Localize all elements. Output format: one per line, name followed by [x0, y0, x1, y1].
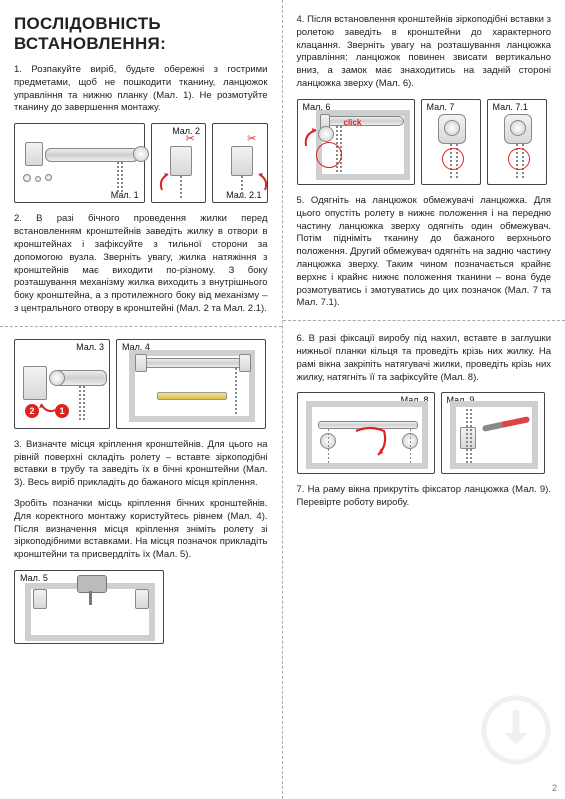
page-title: ПОСЛІДОВНІСТЬ ВСТАНОВЛЕННЯ: — [14, 14, 268, 54]
scissors-icon: ✂ — [247, 132, 256, 145]
figure-2-1: Мал. 2.1 ✂ — [212, 123, 267, 203]
arrow-icon — [33, 390, 61, 418]
figure-7: Мал. 7 — [421, 99, 481, 185]
figure-4: Мал. 4 — [116, 339, 266, 429]
page: ПОСЛІДОВНІСТЬ ВСТАНОВЛЕННЯ: 1. Розпакуйт… — [0, 0, 565, 799]
arrow-icon — [302, 124, 330, 152]
figure-row-2: Мал. 3 2 1 Мал. 4 — [14, 339, 268, 429]
figure-5: Мал. 5 — [14, 570, 164, 644]
page-number: 2 — [552, 783, 557, 793]
step-3b-text: Зробіть позначки місць кріплення бічних … — [14, 498, 268, 562]
figure-7-1: Мал. 7.1 — [487, 99, 547, 185]
figure-row-1: Мал. 1 Мал. 2 ✂ Мал. 2.1 — [14, 123, 268, 203]
arrow-icon — [156, 168, 184, 196]
highlight-circle — [508, 148, 530, 170]
figure-9: Мал. 9 — [441, 392, 545, 474]
step-6-text: 6. В разі фіксації виробу під нахил, вст… — [297, 333, 552, 384]
watermark-icon — [481, 695, 551, 765]
divider-left — [0, 326, 282, 327]
step-4-text: 4. Після встановлення кронштейнів зіркоп… — [297, 14, 552, 91]
arrow-icon — [243, 168, 271, 196]
figure-1: Мал. 1 — [14, 123, 145, 203]
step-2-text: 2. В разі бічного проведення жилки перед… — [14, 213, 268, 316]
arrow-icon — [350, 423, 390, 463]
scissors-icon: ✂ — [186, 132, 195, 145]
click-tag: click — [344, 118, 362, 127]
figure-7-1-label: Мал. 7.1 — [491, 102, 530, 112]
figure-6: Мал. 6 click — [297, 99, 415, 185]
left-column: ПОСЛІДОВНІСТЬ ВСТАНОВЛЕННЯ: 1. Розпакуйт… — [0, 0, 283, 799]
step-1-text: 1. Розпакуйте виріб, будьте обережні з г… — [14, 64, 268, 115]
figure-row-3: Мал. 5 — [14, 570, 268, 644]
figure-1-label: Мал. 1 — [109, 190, 141, 200]
figure-2: Мал. 2 ✂ — [151, 123, 206, 203]
step-3a-text: 3. Визначте місця кріплення кронштейнів.… — [14, 439, 268, 490]
figure-7-label: Мал. 7 — [425, 102, 457, 112]
highlight-circle — [442, 148, 464, 170]
figure-row-4: Мал. 6 click Мал. 7 Мал. 7.1 — [297, 99, 552, 185]
step-5-text: 5. Одягніть на ланцюжок обмежувачі ланцю… — [297, 195, 552, 310]
right-column: 4. Після встановлення кронштейнів зіркоп… — [283, 0, 565, 799]
figure-5-label: Мал. 5 — [18, 573, 50, 583]
figure-row-5: Мал. 8 Мал. 9 — [297, 392, 552, 474]
figure-8: Мал. 8 — [297, 392, 435, 474]
figure-3: Мал. 3 2 1 — [14, 339, 110, 429]
step-7-text: 7. На раму вікна прикрутіть фіксатор лан… — [297, 484, 552, 510]
figure-3-label: Мал. 3 — [74, 342, 106, 352]
divider-right — [283, 320, 565, 321]
